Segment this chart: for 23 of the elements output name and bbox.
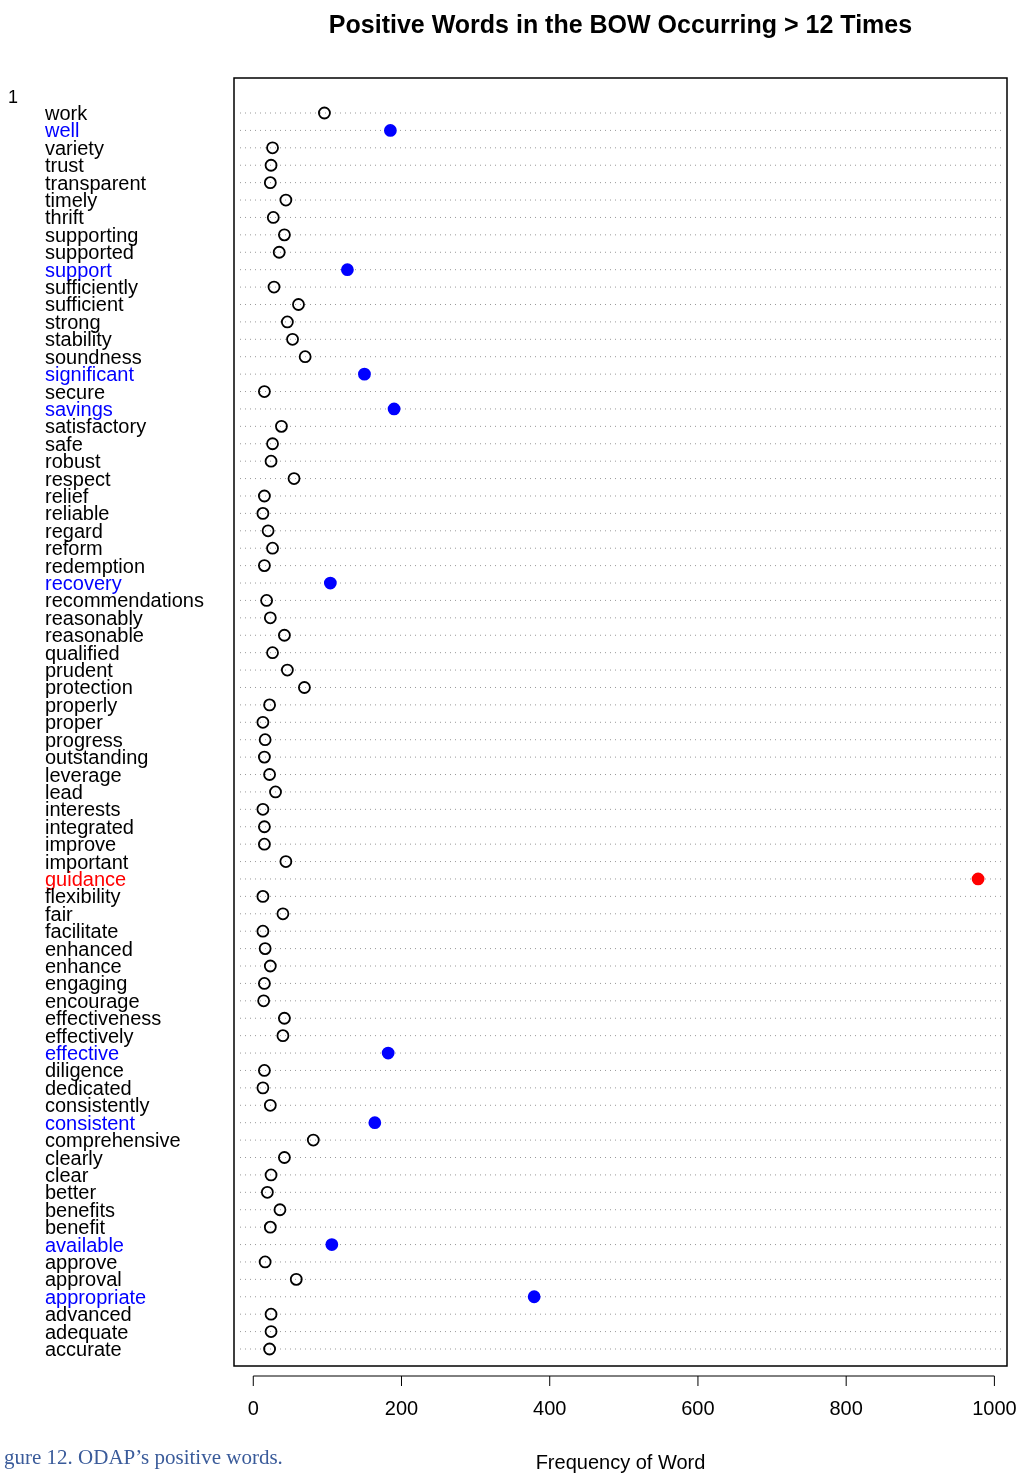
text: gure 12. ODAP’s positive words. xyxy=(4,1445,283,1469)
x-tick-label: 0 xyxy=(247,1397,259,1419)
y-tick-label: regard xyxy=(45,519,103,542)
y-tick-label: comprehensive xyxy=(45,1129,181,1152)
x-tick-label: 200 xyxy=(384,1397,419,1419)
y-tick-label: reasonably xyxy=(45,606,143,629)
x-tick-label: 600 xyxy=(681,1397,715,1419)
x-tick-label: 1000 xyxy=(972,1397,1017,1419)
chart-title: Positive Words in the BOW Occurring > 12 Times xyxy=(328,10,913,38)
y-tick-label: robust xyxy=(45,450,102,473)
y-tick-label: diligence xyxy=(45,1059,124,1082)
text: 1 xyxy=(8,87,19,107)
y-tick-label: leverage xyxy=(45,763,122,786)
x-tick-label: 400 xyxy=(533,1397,567,1419)
y-tick-label: effectively xyxy=(45,1024,134,1047)
y-tick-label: qualified xyxy=(45,641,120,664)
x-axis-title: Frequency of Word xyxy=(535,1451,706,1473)
y-tick-label: available xyxy=(45,1233,124,1256)
y-tick-label: integrated xyxy=(45,815,134,838)
x-tick-label: 800 xyxy=(829,1397,863,1419)
y-tick-label: thrift xyxy=(45,206,85,229)
y-tick-label: consistently xyxy=(45,1094,150,1117)
y-tick-label: adequate xyxy=(45,1320,129,1343)
